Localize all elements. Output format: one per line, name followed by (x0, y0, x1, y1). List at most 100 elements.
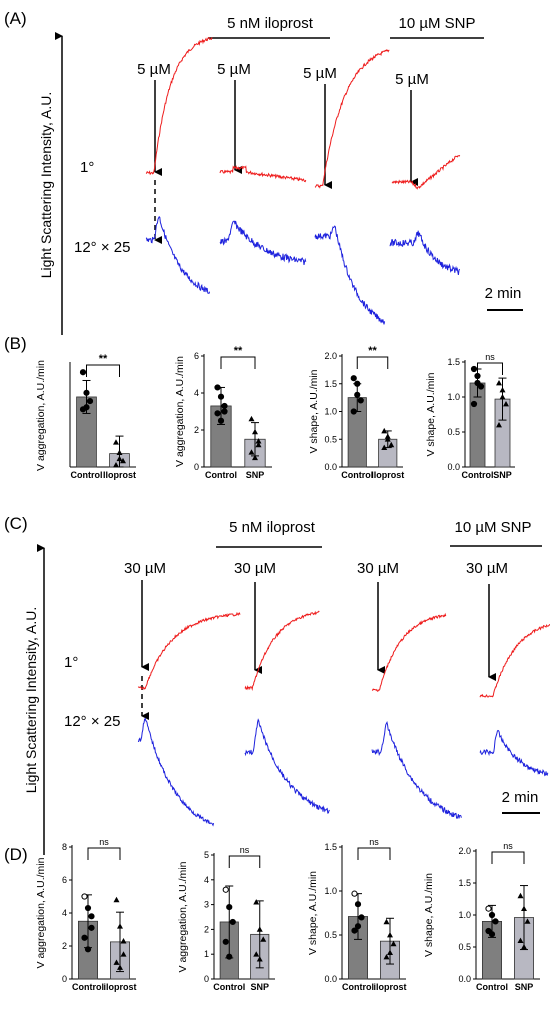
dose-label-c3: 30 µM (357, 560, 399, 577)
y-tick-label: 1.0 (324, 407, 337, 417)
y-tick-label: 5 (204, 850, 209, 860)
y-tick-label: 0.5 (324, 930, 337, 940)
y-tick-label: 1.5 (447, 357, 460, 367)
x-tick-label: Control (341, 470, 373, 480)
panel-c-traces: Light Scattering Intensity, A.U. 5 nM il… (23, 519, 542, 855)
group-label-snp-c: 10 µM SNP (455, 519, 532, 536)
data-point (81, 893, 88, 900)
x-tick-label: Control (476, 982, 508, 992)
data-point (524, 918, 531, 924)
y-tick-label: 0 (204, 974, 209, 984)
data-point (492, 918, 499, 925)
data-point (248, 449, 255, 455)
data-point (113, 896, 120, 903)
y-axis-label: V aggregation, A.U./min (35, 360, 47, 471)
scale-label-a: 2 min (485, 285, 522, 302)
trace-layer (137, 37, 550, 827)
y-tick-label: 1.0 (324, 886, 337, 896)
data-point (358, 914, 365, 921)
trace-shape-a-snp (389, 230, 461, 275)
row-label-1deg-c: 1° (64, 654, 78, 671)
data-point (387, 932, 393, 938)
row-label-12deg-c: 12° × 25 (64, 713, 120, 730)
trace-aggregation-c-iloprost-ref (371, 612, 447, 692)
data-point (116, 455, 123, 462)
data-point (503, 401, 509, 407)
bar-chart-8: 0.0 0.5 1.0 1.5 2.0 V shape, A.U./min Control S… (423, 841, 540, 992)
y-tick-label: 1.5 (324, 379, 337, 389)
panel-label-a: (A) (4, 9, 27, 28)
x-tick-label: iloprost (374, 982, 407, 992)
data-point (113, 959, 120, 965)
data-point (214, 410, 221, 417)
y-tick-label: 0.0 (458, 974, 471, 984)
data-point (113, 461, 119, 468)
group-label-iloprost-c: 5 nM iloprost (229, 519, 316, 536)
data-point (253, 951, 260, 957)
significance-label: ** (368, 345, 377, 357)
trace-shape-a-iloprost-ref (314, 225, 386, 325)
dose-label-a1: 5 µM (137, 61, 171, 78)
y-tick-label: 6 (194, 351, 199, 361)
data-point (214, 384, 221, 391)
y-tick-label: 6 (62, 875, 67, 885)
data-point (79, 369, 87, 376)
y-axis-label: V aggregation, A.U./min (174, 356, 186, 467)
trace-aggregation-a-control (145, 37, 213, 176)
y-tick-label: 8 (62, 842, 67, 852)
data-point (354, 391, 361, 398)
data-point (496, 380, 502, 386)
y-axis-label: V shape, A.U./min (425, 372, 437, 456)
y-tick-label: 3 (204, 900, 209, 910)
trace-aggregation-a-snp (391, 154, 461, 190)
x-tick-label: Control (72, 982, 104, 992)
data-point (255, 438, 262, 444)
y-tick-label: 4 (204, 875, 209, 885)
data-point (120, 938, 127, 944)
data-point (221, 402, 228, 410)
y-axis-label: V aggregation, A.U./min (177, 861, 189, 972)
x-tick-label: SNP (515, 982, 534, 992)
group-label-iloprost-a: 5 nM iloprost (227, 15, 314, 32)
data-point (354, 901, 362, 908)
y-tick-label: 0.0 (447, 462, 460, 472)
x-tick-label: Control (71, 470, 103, 480)
data-point (351, 927, 358, 934)
data-point (517, 937, 524, 943)
x-tick-label: SNP (246, 470, 265, 480)
data-point (499, 394, 506, 400)
bar-chart-1: V aggregation, A.U./min Control Iloprost ** (35, 353, 136, 480)
trace-aggregation-c-iloprost (244, 610, 320, 691)
data-point (256, 926, 263, 932)
significance-bracket (220, 356, 256, 369)
panel-label-d: (D) (4, 845, 28, 864)
data-point (120, 951, 127, 957)
data-point (381, 427, 388, 434)
y-axis-label: V shape, A.U./min (308, 369, 320, 453)
x-tick-label: Control (342, 982, 374, 992)
trace-aggregation-a-iloprost (219, 165, 307, 183)
trace-shape-c-iloprost (244, 718, 330, 814)
x-tick-label: Iloprost (103, 470, 136, 480)
data-point (381, 444, 388, 450)
y-axis-label: V shape, A.U./min (307, 871, 319, 955)
y-tick-label: 4 (62, 908, 67, 918)
significance-label: ns (485, 352, 495, 362)
data-point (256, 956, 263, 962)
data-point (383, 918, 390, 925)
dose-label-c4: 30 µM (466, 560, 508, 577)
data-point (255, 441, 262, 448)
data-point (470, 365, 478, 373)
dose-label-c1: 30 µM (124, 560, 166, 577)
data-point (260, 936, 267, 942)
y-tick-label: 0.0 (324, 462, 337, 472)
y-tick-label: 1 (204, 949, 209, 959)
data-point (86, 397, 94, 405)
dose-label-a3: 5 µM (303, 65, 337, 82)
data-point (222, 886, 229, 893)
data-point (477, 383, 485, 390)
data-point (485, 905, 492, 912)
y-tick-label: 2 (194, 425, 199, 435)
data-point (474, 379, 481, 387)
